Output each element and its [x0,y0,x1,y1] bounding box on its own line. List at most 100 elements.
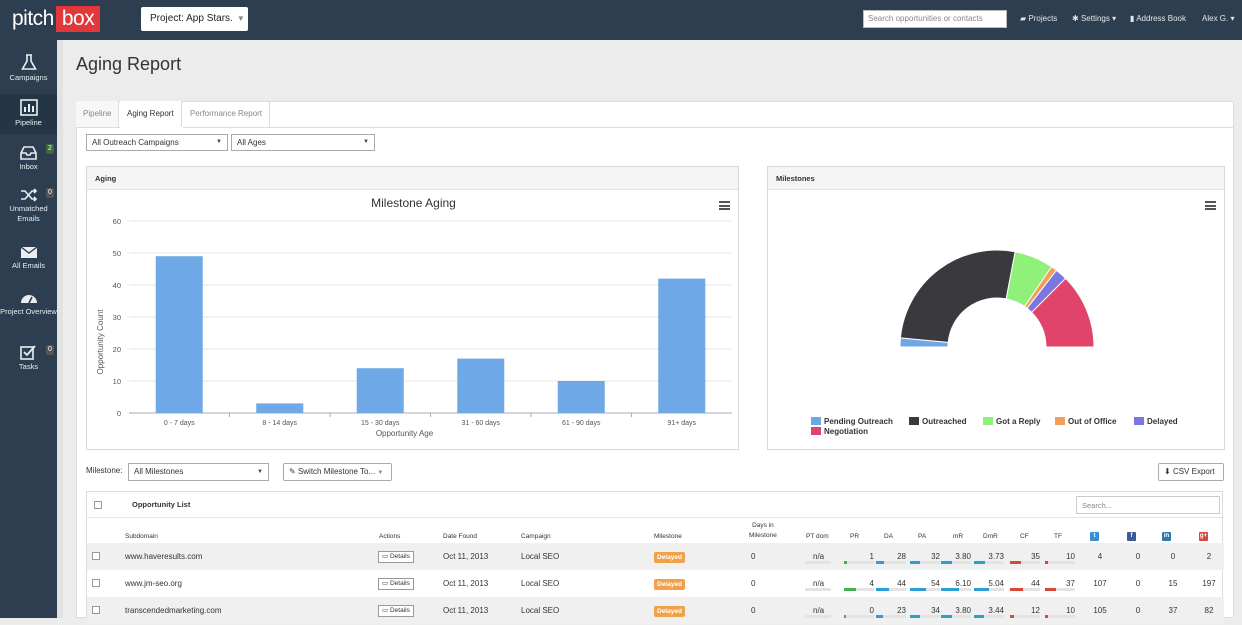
sidebar-item-campaigns[interactable]: Campaigns [0,54,57,98]
tab-pipeline[interactable]: Pipeline [76,101,120,127]
pencil-icon: ✎ [289,467,296,476]
col-da[interactable]: DA [884,533,894,540]
facebook-icon[interactable]: f [1127,532,1136,541]
col-pr[interactable]: PR [850,533,860,540]
legend-got-a-reply[interactable]: Got a Reply [983,417,1040,426]
table-row[interactable]: transcendedmarketing.com Oct 11, 2013 Loca… [87,597,1224,624]
fb-count-cell: 0 [1135,552,1141,561]
dmr-meter [974,615,1004,618]
da-cell: 23 [897,606,906,615]
select-all-checkbox[interactable] [94,501,102,509]
bar-8-14-days[interactable] [256,403,304,413]
csv-export-button[interactable]: ⬇ CSV Export [1158,463,1224,481]
col-dmr[interactable]: DmR [983,533,998,540]
nav-address-book[interactable]: ▮ Address Book [1130,14,1186,23]
sidebar-item-all-emails[interactable]: All Emails [0,246,57,282]
details-button[interactable]: ▭ Details [378,605,414,617]
pitchbox-logo[interactable]: pitch box [12,6,101,32]
col-campaign[interactable]: Campaign [521,533,551,540]
li-count-cell: 15 [1168,579,1178,588]
switch-milestone-button[interactable]: ✎ Switch Milestone To... ▼ [283,463,392,481]
age-filter-select[interactable]: All Ages ▼ [231,134,375,151]
col-pa[interactable]: PA [918,533,927,540]
tab-divider [183,127,1234,128]
milestone-label: Milestone: [86,466,123,475]
gp-count-cell: 197 [1202,579,1216,588]
table-row[interactable]: www.haveresults.com Oct 11, 2013 Local SEO… [87,543,1224,570]
subdomain-cell[interactable]: www.jm-seo.org [125,579,182,588]
envelope-icon [20,246,37,258]
details-button[interactable]: ▭ Details [378,551,414,563]
row-checkbox[interactable] [92,552,100,560]
sidebar-item-pipeline[interactable]: Pipeline [0,94,57,134]
nav-settings[interactable]: ✱ Settings ▾ [1072,14,1117,23]
details-button[interactable]: ▭ Details [378,578,414,590]
user-menu[interactable]: Alex G. ▾ [1202,14,1235,23]
linkedin-icon[interactable]: in [1162,532,1171,541]
col-tf[interactable]: TF [1054,533,1062,540]
slice-outreached[interactable] [899,249,1016,343]
col-days-in-milestone[interactable]: Days in Milestone [749,522,777,539]
milestones-panel-header: Milestones [768,167,1224,190]
legend-negotiation[interactable]: Negotiation [811,427,868,436]
da-cell: 28 [897,552,906,561]
milestone-badge: Delayed [654,552,685,563]
project-selector[interactable]: Project: App Stars. ▼ [141,7,248,31]
col-mr[interactable]: mR [953,533,964,540]
chart-menu-icon[interactable] [1205,201,1216,210]
mr-cell: 6.10 [955,579,971,588]
sidebar-item-tasks[interactable]: Tasks 0 [18,345,54,371]
google-plus-icon[interactable]: g+ [1199,532,1208,541]
subdomain-cell[interactable]: transcendedmarketing.com [125,606,222,615]
sidebar-item-project-overview[interactable]: Project Overview [0,291,57,333]
table-title: Opportunity List [132,500,191,509]
search-input[interactable]: Search opportunities or contacts [863,10,1007,28]
sidebar-item-unmatched-emails[interactable]: Unmatched Emails 0 [9,188,54,223]
milestone-aging-chart: 0 10 20 30 40 50 60 0 - 7 days 8 - 14 days 15 - 3… [96,217,732,438]
col-actions[interactable]: Actions [379,533,401,540]
briefcase-icon: ▰ [1020,14,1027,23]
legend-swatch [1055,417,1065,425]
table-row[interactable]: www.jm-seo.org Oct 11, 2013 Local SEO 0 n/a ▭… [87,570,1224,597]
bar-31-60-days[interactable] [457,358,505,413]
milestone-select[interactable]: All Milestones ▼ [128,463,269,481]
sidebar-item-inbox[interactable]: Inbox 2 [19,144,54,171]
col-subdomain[interactable]: Subdomain [125,533,158,540]
days-in-milestone-cell: 0 [751,552,756,561]
dmr-cell: 3.44 [988,606,1004,615]
nav-projects[interactable]: ▰ Projects [1020,14,1058,23]
col-pt-dom[interactable]: PT dom [806,533,829,540]
days-in-milestone-cell: 0 [751,606,756,615]
table-search-input[interactable]: Search... [1076,496,1220,514]
slice-negotiation[interactable] [1030,277,1095,348]
twitter-icon[interactable]: t [1090,532,1099,541]
card-icon: ▭ [382,607,389,614]
col-date-found[interactable]: Date Found [443,533,477,540]
project-label: Project: App Stars. [150,13,233,24]
bar-91-days[interactable] [658,278,706,413]
da-meter [876,615,906,618]
chart-menu-icon[interactable] [719,201,730,210]
milestone-cell: Delayed [654,597,685,625]
col-milestone[interactable]: Milestone [654,533,682,540]
tw-count-cell: 105 [1093,606,1107,615]
bar-15-30-days[interactable] [356,368,404,413]
campaign-filter-select[interactable]: All Outreach Campaigns ▼ [86,134,228,151]
row-checkbox[interactable] [92,579,100,587]
row-checkbox[interactable] [92,606,100,614]
subdomain-cell[interactable]: www.haveresults.com [125,552,203,561]
legend-pending-outreach[interactable]: Pending Outreach [811,417,893,426]
legend-out-of-office[interactable]: Out of Office [1055,417,1116,426]
tab-performance-report[interactable]: Performance Report [183,101,271,127]
date-found-cell: Oct 11, 2013 [443,552,489,561]
y-tick-label: 60 [113,217,121,226]
tf-meter [1045,561,1075,564]
top-navbar: pitch box Project: App Stars. ▼ Search opp… [0,0,1242,40]
bar-61-90-days[interactable] [557,381,605,413]
legend-delayed[interactable]: Delayed [1134,417,1178,426]
col-cf[interactable]: CF [1020,533,1029,540]
tab-aging-report[interactable]: Aging Report [120,101,182,127]
legend-outreached[interactable]: Outreached [909,417,966,426]
y-tick-label: 20 [113,345,121,354]
bar-0-7-days[interactable] [155,256,203,413]
